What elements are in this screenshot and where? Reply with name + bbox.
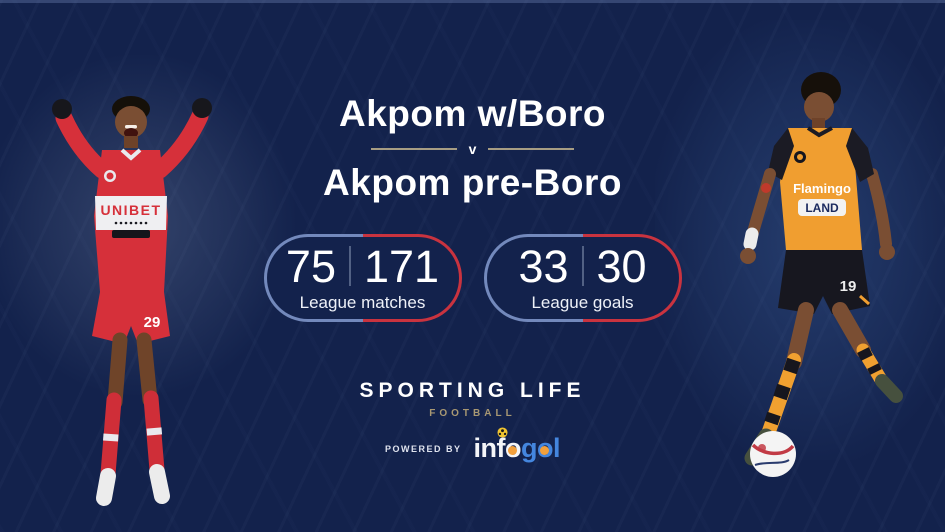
shirt-sponsor-line1: Flamingo <box>793 181 851 196</box>
sporting-life-wordmark: SPORTING LIFE <box>359 379 586 403</box>
stat-value-left: 75 <box>285 240 336 292</box>
infogol-logo: inf o g o l <box>473 427 561 464</box>
title-line2: Akpom pre-Boro <box>323 161 622 203</box>
logo-seg-o1: o <box>505 435 522 462</box>
shirt-sponsor-text: UNIBET <box>100 202 161 218</box>
divider-line-left <box>370 147 457 150</box>
wristband <box>743 227 759 251</box>
versus-label: v <box>468 140 477 157</box>
powered-by-label: POWERED BY <box>384 443 462 454</box>
stat-value-right: 30 <box>596 240 647 292</box>
left-glove <box>52 99 72 119</box>
football-label: FOOTBALL <box>429 408 516 420</box>
right-glove <box>192 98 212 118</box>
right-boot <box>149 464 170 504</box>
center-column: Akpom w/Boro v Akpom pre-Boro 75 171 Lea… <box>263 92 682 462</box>
stat-label: League goals <box>531 292 634 312</box>
sleeve-patch <box>761 183 771 193</box>
stat-value-left: 33 <box>518 240 569 292</box>
player-head <box>804 92 834 122</box>
stat-pill-matches: 75 171 League matches <box>263 234 462 323</box>
stat-label: League matches <box>299 292 426 312</box>
right-boot <box>875 374 903 403</box>
title-line1: Akpom w/Boro <box>338 93 607 134</box>
left-boot <box>96 468 116 506</box>
shorts-number: 19 <box>840 278 857 295</box>
powered-by-row: POWERED BY inf o g o l <box>384 427 561 464</box>
football-icon <box>497 427 509 438</box>
boro-player-image: UNIBET 29 <box>52 96 212 506</box>
stat-value-right: 171 <box>363 240 440 292</box>
logo-seg-inf: inf <box>473 433 505 464</box>
hull-shorts <box>778 250 870 314</box>
open-mouth <box>124 128 138 138</box>
hull-player-image: Flamingo LAND 19 <box>740 72 903 477</box>
ball-dot-icon <box>540 446 550 456</box>
logo-seg-g: g <box>520 433 538 464</box>
logo-seg-l: l <box>552 433 561 464</box>
player-head <box>115 106 147 138</box>
stat-value-divider <box>348 246 351 287</box>
top-edge-highlight <box>0 0 945 3</box>
versus-divider: v <box>323 142 622 156</box>
stat-value-divider <box>581 246 584 287</box>
title-block: Akpom w/Boro v Akpom pre-Boro <box>323 92 622 204</box>
logo-seg-o2: o <box>537 435 554 462</box>
stats-row: 75 171 League matches 33 30 League goals <box>263 234 682 323</box>
shirt-sponsor-line2: LAND <box>805 201 839 215</box>
boro-shorts <box>92 292 170 344</box>
shorts-number: 29 <box>144 314 161 331</box>
branding-block: SPORTING LIFE FOOTBALL POWERED BY inf o … <box>359 379 585 462</box>
divider-line-right <box>488 147 575 150</box>
sponsor-band <box>95 196 167 230</box>
ball-dot-icon <box>508 446 518 456</box>
stat-pill-goals: 33 30 League goals <box>483 234 682 323</box>
